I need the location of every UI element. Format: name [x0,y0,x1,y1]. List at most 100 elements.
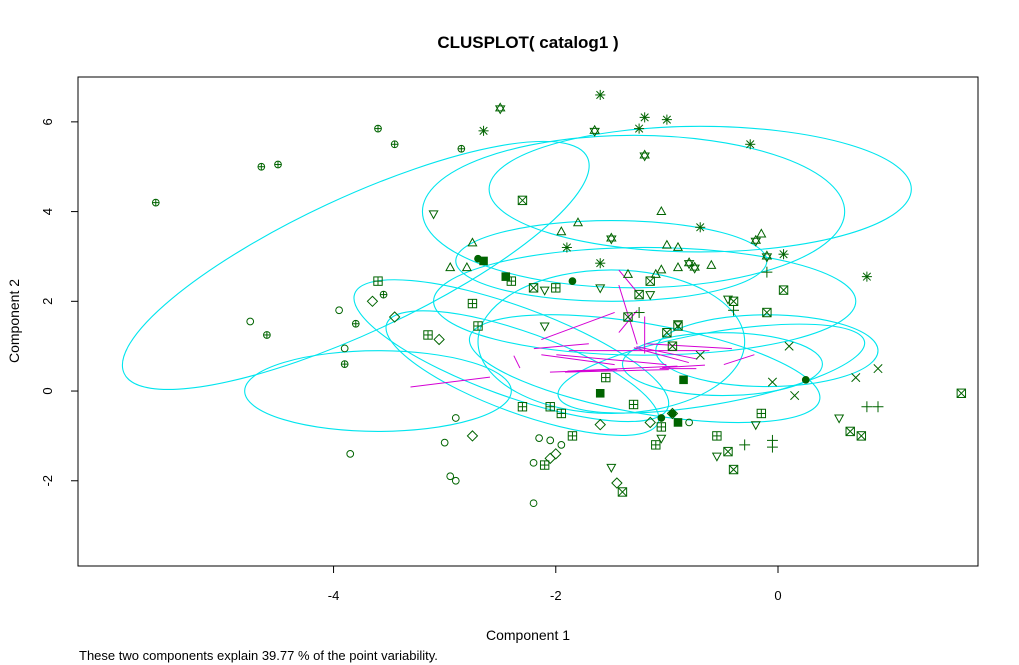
cluster-1-point [546,436,555,445]
cluster-2-point [274,160,282,169]
cluster-12-point [673,418,683,427]
cluster-1-point [340,344,349,353]
cluster-10-point [467,298,478,309]
cluster-1-point [446,472,455,481]
y-axis: -2 0 2 4 6 [40,118,79,487]
cluster-8-point [778,249,789,260]
cluster-10-point [423,330,433,340]
cluster-12-point [595,388,605,398]
cluster-10-point [651,440,661,450]
cluster-11-point [762,307,772,318]
cluster-13-point [668,409,677,418]
cluster-11-ellipse [433,246,857,356]
cluster-5-point [606,463,617,473]
cluster-1-point [440,438,449,447]
cluster-4-point [672,241,684,251]
cluster-11-point [778,285,789,295]
cluster-9-point [606,232,617,245]
cluster-11-point [662,328,672,338]
cluster-4-point [706,259,717,269]
chart-title: CLUSPLOT( catalog1 ) [437,33,618,52]
segment-10-12 [533,343,589,350]
y-axis-label: Component 2 [6,279,22,363]
cluster-8-point [639,112,650,123]
cluster-11-point [723,446,733,457]
cluster-6-point [872,401,884,413]
cluster-11-point [956,388,967,398]
cluster-5-point [428,210,439,220]
segment-12-6 [633,347,689,364]
cluster-10-point [556,408,567,419]
cluster-4-point [622,268,634,278]
x-tick-label: -4 [328,588,340,603]
cluster-3-point [433,333,445,346]
cluster-13-point [657,414,666,422]
cluster-13-ellipse [621,332,823,397]
cluster-10-point [656,422,667,432]
x-tick-label: -2 [550,588,562,603]
cluster-10-ellipse [353,279,670,423]
cluster-4-point [656,205,667,216]
cluster-9-point [589,124,600,137]
cluster-1-point [529,499,538,508]
cluster-11-point [517,195,528,206]
cluster-2-point [390,140,399,149]
cluster-11-point [528,283,539,293]
cluster-2-point [151,198,160,207]
cluster-9-point [683,257,695,270]
cluster-11-point [667,341,678,351]
cluster-6-point [766,441,778,453]
cluster-4-point [556,226,567,236]
x-tick-label: 0 [774,588,781,603]
cluster-12-point [501,272,511,281]
cluster-6-point [861,401,873,413]
cluster-9-point [639,149,650,162]
cluster-10-point [473,321,483,331]
segment-6-7 [723,354,755,366]
cluster-8-point [634,123,645,134]
segment-10-6 [556,354,667,366]
cluster-9-point [761,250,773,263]
segment-12-13 [636,346,698,360]
cluster-8-point [661,114,672,125]
cluster-8-point [695,222,706,233]
cluster-10-point [506,276,517,286]
cluster-4-point [656,264,667,274]
cluster-1-point [529,458,538,467]
cluster-11-point [617,487,628,497]
segment-10-5 [541,354,615,366]
cluster-2-point [351,319,360,328]
cluster-3-point [594,418,606,431]
cluster-3-point [644,416,656,429]
segment-5-13 [662,364,705,369]
cluster-1-point [451,476,460,485]
cluster-11-point [845,426,855,437]
cluster-ellipses [121,125,912,436]
plot-frame [77,76,979,567]
cluster-11-point [623,312,633,322]
cluster-5-point [656,434,667,444]
y-tick-label: -2 [40,475,55,487]
cluster-4-point [661,239,672,249]
cluster-5-ellipse [468,314,821,424]
cluster-1-point [346,449,355,458]
cluster-1-point [335,306,343,315]
cluster-5-point [711,452,722,462]
cluster-8-point [595,89,606,100]
segment-3-10 [513,355,521,369]
cluster-5-point [539,322,550,332]
cluster-1-point [557,441,566,449]
cluster-4-point [756,228,767,238]
cluster-2-point [457,144,466,153]
cluster-9-point [750,234,762,247]
cluster-11-point [634,289,644,300]
variability-note: These two components explain 39.77 % of … [79,648,438,663]
cluster-2-point [263,331,271,339]
segment-3-6 [564,369,669,373]
cluster-1-point [535,434,543,443]
cluster-4-point [461,262,472,272]
cluster-5-point [539,286,550,296]
segment-11-10 [541,311,615,341]
cluster-5-point [834,414,845,424]
